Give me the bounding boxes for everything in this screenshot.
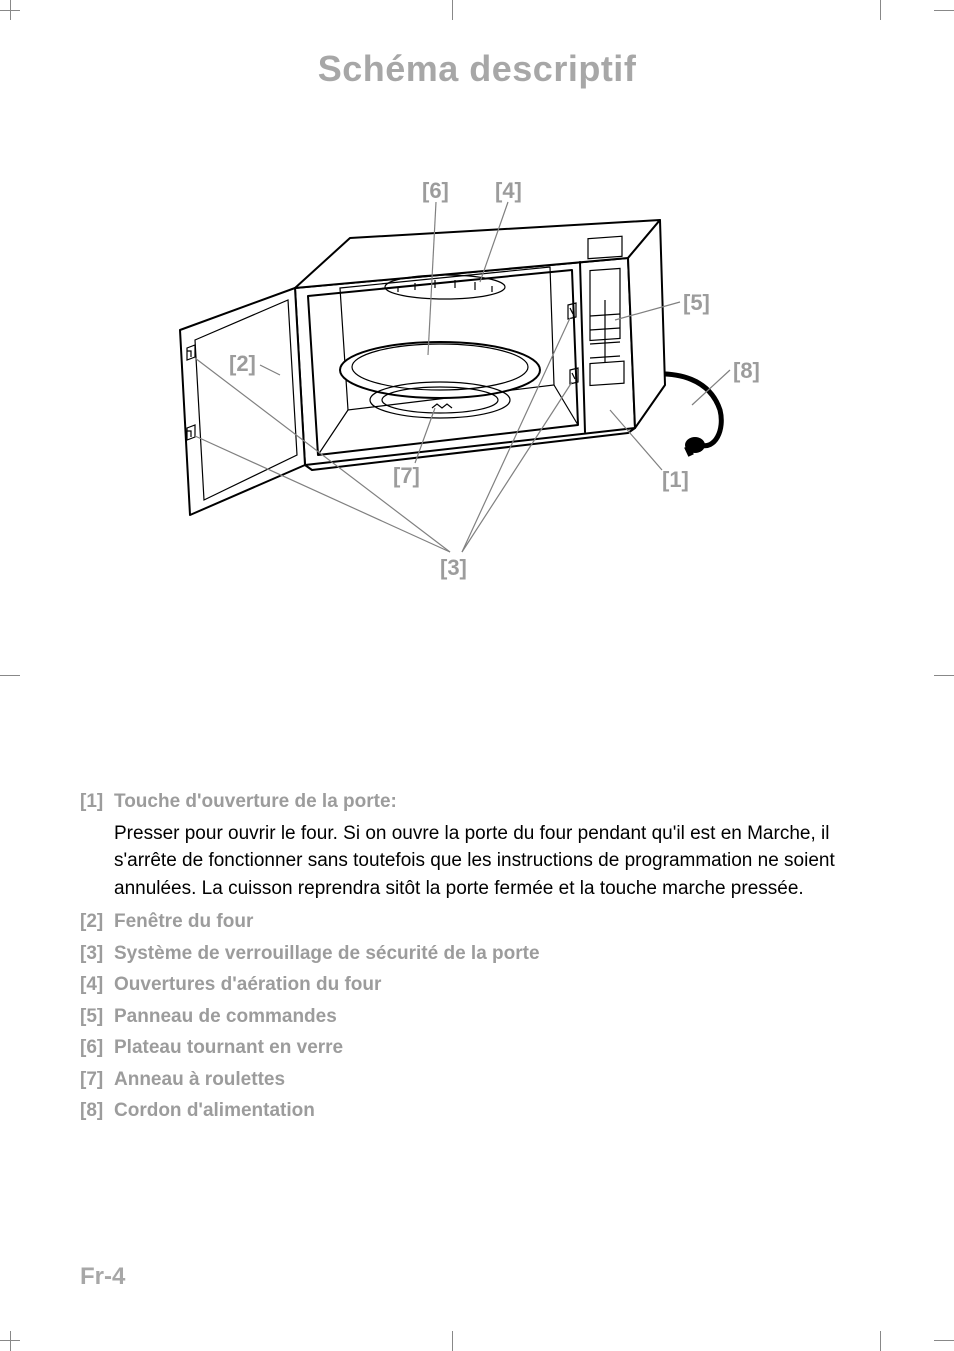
legend-num: [7] — [80, 1066, 114, 1094]
legend-item: [7] Anneau à roulettes — [80, 1066, 880, 1094]
legend-item: [8] Cordon d'alimentation — [80, 1097, 880, 1125]
callout-5: [5] — [683, 290, 710, 316]
callout-4: [4] — [495, 178, 522, 204]
legend-label: Système de verrouillage de sécurité de l… — [114, 940, 540, 968]
legend-num: [6] — [80, 1034, 114, 1062]
legend-label: Touche d'ouverture de la porte: — [114, 788, 397, 816]
legend-desc: Presser pour ouvrir le four. Si on ouvre… — [80, 820, 880, 903]
crop-mark — [934, 1340, 954, 1341]
legend-item: [4] Ouvertures d'aération du four — [80, 971, 880, 999]
legend-label: Plateau tournant en verre — [114, 1034, 343, 1062]
legend-label: Anneau à roulettes — [114, 1066, 285, 1094]
crop-mark — [452, 0, 453, 20]
legend-label: Fenêtre du four — [114, 908, 253, 936]
legend-num: [2] — [80, 908, 114, 936]
page-title: Schéma descriptif — [0, 48, 954, 90]
callout-7: [7] — [393, 463, 420, 489]
legend-num: [8] — [80, 1097, 114, 1125]
legend-num: [1] — [80, 788, 114, 816]
callout-1: [1] — [662, 467, 689, 493]
manual-page: Schéma descriptif — [0, 0, 954, 1351]
crop-mark — [10, 1331, 11, 1351]
legend-label: Panneau de commandes — [114, 1003, 337, 1031]
page-number: Fr-4 — [80, 1263, 125, 1291]
callout-8: [8] — [733, 358, 760, 384]
legend-item: [1] Touche d'ouverture de la porte: — [80, 788, 880, 816]
legend-label: Cordon d'alimentation — [114, 1097, 315, 1125]
crop-mark — [934, 675, 954, 676]
microwave-svg — [140, 170, 820, 600]
callout-6: [6] — [422, 178, 449, 204]
legend-list: [1] Touche d'ouverture de la porte: Pres… — [80, 788, 880, 1129]
microwave-diagram: [6] [4] [5] [8] [1] [7] [3] [2] — [140, 170, 820, 600]
legend-item: [2] Fenêtre du four — [80, 908, 880, 936]
legend-item: [5] Panneau de commandes — [80, 1003, 880, 1031]
crop-mark — [880, 1331, 881, 1351]
legend-item: [3] Système de verrouillage de sécurité … — [80, 940, 880, 968]
crop-mark — [452, 1331, 453, 1351]
legend-num: [5] — [80, 1003, 114, 1031]
legend-label: Ouvertures d'aération du four — [114, 971, 381, 999]
callout-3: [3] — [440, 555, 467, 581]
legend-num: [3] — [80, 940, 114, 968]
crop-mark — [10, 0, 11, 20]
callout-2: [2] — [229, 351, 256, 377]
legend-num: [4] — [80, 971, 114, 999]
crop-mark — [880, 0, 881, 20]
crop-mark — [0, 675, 20, 676]
legend-item: [6] Plateau tournant en verre — [80, 1034, 880, 1062]
crop-mark — [934, 10, 954, 11]
